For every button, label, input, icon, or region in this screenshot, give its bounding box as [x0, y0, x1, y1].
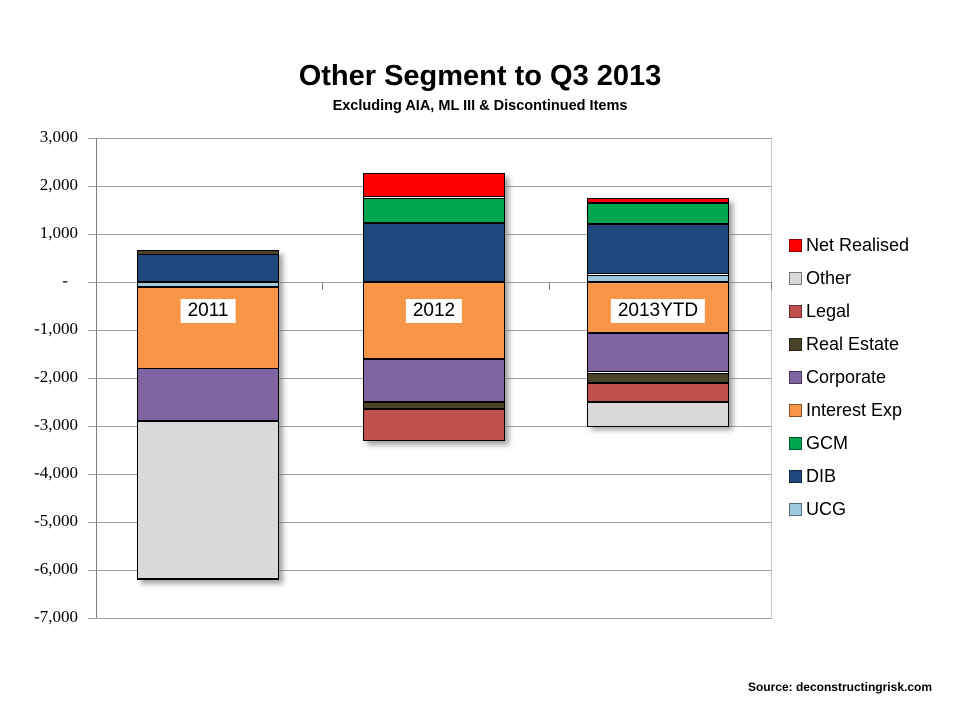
legend-swatch-interest-exp [789, 403, 802, 417]
category-axis-tick-1 [322, 282, 323, 290]
bar-segment-2013ytd-legal [587, 383, 729, 402]
chart-subtitle: Excluding AIA, ML III & Discontinued Ite… [332, 98, 628, 114]
category-label-2011: 2011 [180, 299, 236, 323]
legend-label-gcm: GCM [806, 432, 848, 453]
bar-segment-2012-gcm [363, 198, 505, 223]
legend-label-interest-exp: Interest Exp [806, 399, 903, 420]
legend-swatch-real-estate [789, 337, 802, 351]
y-axis-label--5000: -5,000 [34, 511, 78, 530]
bar-segment-2013ytd-net-realised [587, 198, 729, 203]
legend: Net Realised Other Legal Real Estate Corpora… [789, 234, 909, 520]
legend-item-other: Other [789, 267, 909, 289]
gridline--5000 [88, 522, 772, 523]
legend-label-corporate: Corporate [806, 366, 887, 387]
legend-label-other: Other [806, 267, 852, 288]
category-axis-tick-3 [771, 282, 772, 290]
source-credit: Source: deconstructingrisk.com [747, 680, 932, 694]
y-axis-label--3000: -3,000 [34, 415, 78, 434]
legend-item-gcm: GCM [789, 432, 909, 454]
category-label-2012: 2012 [405, 299, 463, 323]
y-axis-label--4000: -4,000 [34, 463, 78, 482]
bar-segment-2012-dib [363, 223, 505, 282]
y-axis-label-3000: 3,000 [39, 127, 78, 146]
legend-item-ucg: UCG [789, 498, 909, 520]
bar-segment-2011-ucg [137, 282, 279, 287]
legend-swatch-corporate [789, 370, 802, 384]
bar-segment-2012-corporate [363, 359, 505, 402]
legend-label-net-realised: Net Realised [806, 234, 910, 255]
bar-segment-2012-legal [363, 409, 505, 441]
legend-item-dib: DIB [789, 465, 909, 487]
legend-item-legal: Legal [789, 300, 909, 322]
legend-label-real-estate: Real Estate [806, 333, 900, 354]
legend-label-dib: DIB [806, 465, 837, 486]
gridline--6000 [88, 570, 772, 571]
gridline-3000 [88, 138, 772, 139]
legend-swatch-other [789, 271, 802, 285]
y-axis-label--7000: -7,000 [34, 607, 78, 626]
y-axis-label-2000: 2,000 [39, 175, 78, 194]
category-label-2013ytd: 2013YTD [610, 299, 706, 323]
legend-item-real-estate: Real Estate [789, 333, 909, 355]
bar-segment-2013ytd-real-estate [587, 373, 729, 383]
gridline--4000 [88, 474, 772, 475]
bar-segment-2011-dib [137, 254, 279, 282]
y-axis-label-0: - [62, 271, 68, 290]
bar-segment-2012-net-realised [363, 173, 505, 197]
category-axis-tick-0 [96, 282, 97, 290]
bar-segment-2012-real-estate [363, 402, 505, 409]
y-axis-label--1000: -1,000 [34, 319, 78, 338]
y-axis-line [96, 138, 97, 618]
bar-segment-2013ytd-other [587, 402, 729, 427]
legend-label-legal: Legal [806, 300, 851, 321]
legend-swatch-dib [789, 469, 802, 483]
legend-swatch-legal [789, 304, 802, 318]
bar-segment-2013ytd-gcm [587, 203, 729, 224]
legend-label-ucg: UCG [806, 498, 846, 519]
bar-segment-2011-other [137, 421, 279, 579]
legend-item-corporate: Corporate [789, 366, 909, 388]
gridline--7000 [88, 618, 772, 619]
chart-title: Other Segment to Q3 2013 [298, 60, 662, 92]
legend-item-interest-exp: Interest Exp [789, 399, 909, 421]
category-axis-tick-2 [549, 282, 550, 290]
legend-swatch-gcm [789, 436, 802, 450]
legend-swatch-net-realised [789, 238, 802, 252]
bar-segment-2011-corporate [137, 368, 279, 421]
legend-item-net-realised: Net Realised [789, 234, 909, 256]
bar-segment-2013ytd-dib [587, 224, 729, 274]
bar-segment-2011-real-estate [137, 250, 279, 255]
bar-segment-2013ytd-ucg [587, 275, 729, 282]
y-axis-label--6000: -6,000 [34, 559, 78, 578]
y-axis-label-1000: 1,000 [39, 223, 78, 242]
bar-segment-2011-interest-exp [137, 287, 279, 369]
plot-right-border [771, 138, 772, 618]
bar-segment-2013ytd-corporate [587, 333, 729, 372]
y-axis-label--2000: -2,000 [34, 367, 78, 386]
legend-swatch-ucg [789, 502, 802, 516]
